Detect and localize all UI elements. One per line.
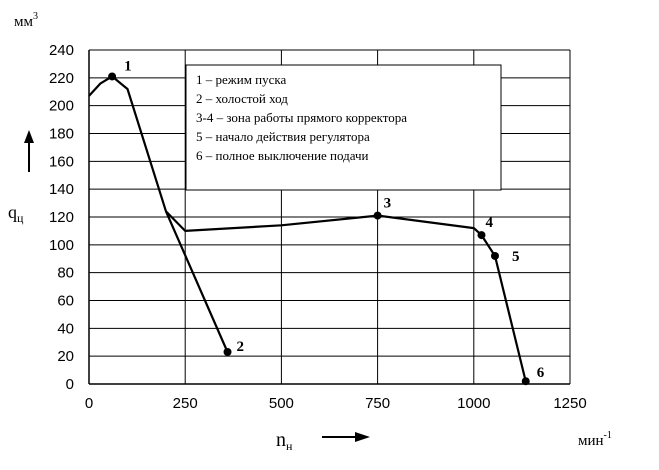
axes [88,50,570,385]
y-tick-label: 240 [49,42,74,59]
series-lines [88,75,527,382]
y-unit: мм3 [14,11,38,30]
point-label-6: 6 [537,365,545,381]
x-axis-arrow-icon [322,432,370,442]
y-tick-label: 160 [49,153,74,170]
y-tick-label: 200 [49,98,74,115]
x-unit: мин-1 [578,430,612,449]
y-tick-label: 60 [57,293,74,310]
legend-item-5: 6 – полное выключение подачи [196,148,369,163]
tick-labels: 0 20 40 60 80 100 120 140 160 180 200 220 240 0 250 500… [49,42,587,412]
y-tick-label: 100 [49,237,74,254]
y-axis-label: qц [8,202,24,225]
point-label-2: 2 [237,339,245,355]
point-marker-6 [521,377,530,386]
y-tick-label: 40 [57,320,74,337]
legend: 1 – режим пуска 2 – холостой ход 3-4 – з… [185,64,502,191]
point-marker-2 [223,347,232,356]
y-tick-label: 220 [49,70,74,87]
y-axis-arrow-icon [24,130,34,172]
x-tick-label: 1250 [553,395,586,412]
y-tick-label: 0 [66,376,74,393]
x-tick-label: 0 [85,395,93,412]
point-marker-4 [477,231,486,240]
point-marker-5 [490,251,499,260]
legend-item-2: 2 – холостой ход [196,91,288,106]
y-tick-label: 140 [49,181,74,198]
y-tick-label: 20 [57,348,74,365]
x-tick-label: 250 [173,395,198,412]
legend-item-1: 1 – режим пуска [196,72,287,87]
x-tick-label: 750 [365,395,390,412]
x-tick-label: 1000 [457,395,490,412]
point-label-1: 1 [124,58,132,74]
series-line-2 [165,210,527,382]
point-marker-1 [108,72,117,81]
point-label-3: 3 [384,196,392,212]
legend-item-3: 3-4 – зона работы прямого корректора [196,110,407,125]
legend-item-4: 5 – начало действия регулятора [196,129,370,144]
series-line-1 [88,75,229,353]
x-tick-label: 500 [269,395,294,412]
x-axis-label: nн [276,429,293,453]
point-label-4: 4 [485,215,493,231]
y-tick-label: 80 [57,265,74,282]
y-tick-label: 120 [49,209,74,226]
point-label-5: 5 [512,249,520,265]
point-marker-3 [373,211,382,220]
legend-box [185,64,502,191]
markers: 1 2 3 4 5 6 [108,58,545,386]
y-tick-label: 180 [49,126,74,143]
